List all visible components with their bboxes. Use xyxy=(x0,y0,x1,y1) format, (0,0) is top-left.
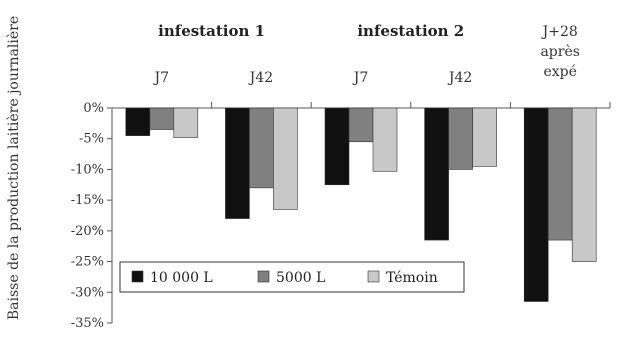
bar xyxy=(571,107,597,262)
legend-swatch xyxy=(367,270,380,283)
legend-label: Témoin xyxy=(386,270,438,286)
category-label: J+28 xyxy=(541,24,578,40)
group-label: infestation 1 xyxy=(158,22,265,40)
bars xyxy=(125,107,597,302)
legend-swatch xyxy=(257,270,270,283)
y-tick-label: 0% xyxy=(83,101,104,116)
bar xyxy=(424,107,449,241)
category-label: J7 xyxy=(352,70,369,86)
bar xyxy=(472,107,497,167)
y-tick-label: -10% xyxy=(71,162,104,177)
group-label: infestation 2 xyxy=(357,22,464,40)
bar xyxy=(225,107,250,219)
y-axis-label: Baisse de la production laitière journal… xyxy=(6,16,22,320)
category-label: expé xyxy=(543,64,576,80)
y-tick-label: -30% xyxy=(71,285,104,300)
legend-label: 5000 L xyxy=(276,270,325,286)
y-tick-label: -5% xyxy=(79,132,104,147)
category-label: J42 xyxy=(248,70,273,86)
category-label: après xyxy=(540,44,579,60)
chart-header: J7 J42 J7 J42 J+28 après expé infestation 1 infe… xyxy=(153,22,580,86)
y-tick-label: -20% xyxy=(71,224,104,239)
bar xyxy=(324,107,350,186)
bar xyxy=(273,107,298,210)
legend-swatch xyxy=(131,270,144,283)
y-tick-label: -25% xyxy=(71,255,104,270)
legend: 10 000 L 5000 L Témoin xyxy=(119,261,465,293)
bar xyxy=(547,107,573,241)
bar xyxy=(523,107,549,302)
bar xyxy=(173,107,199,138)
bar xyxy=(372,107,398,172)
bar xyxy=(348,107,374,143)
y-tick-label: -35% xyxy=(71,316,104,331)
bar xyxy=(125,107,151,136)
bar xyxy=(448,107,473,170)
legend-label: 10 000 L xyxy=(150,270,213,286)
legend-box xyxy=(119,261,465,293)
category-label: J42 xyxy=(447,70,472,86)
bar xyxy=(149,107,175,130)
y-tick-label: -15% xyxy=(71,193,104,208)
bar xyxy=(249,107,274,189)
category-label: J7 xyxy=(153,70,170,86)
